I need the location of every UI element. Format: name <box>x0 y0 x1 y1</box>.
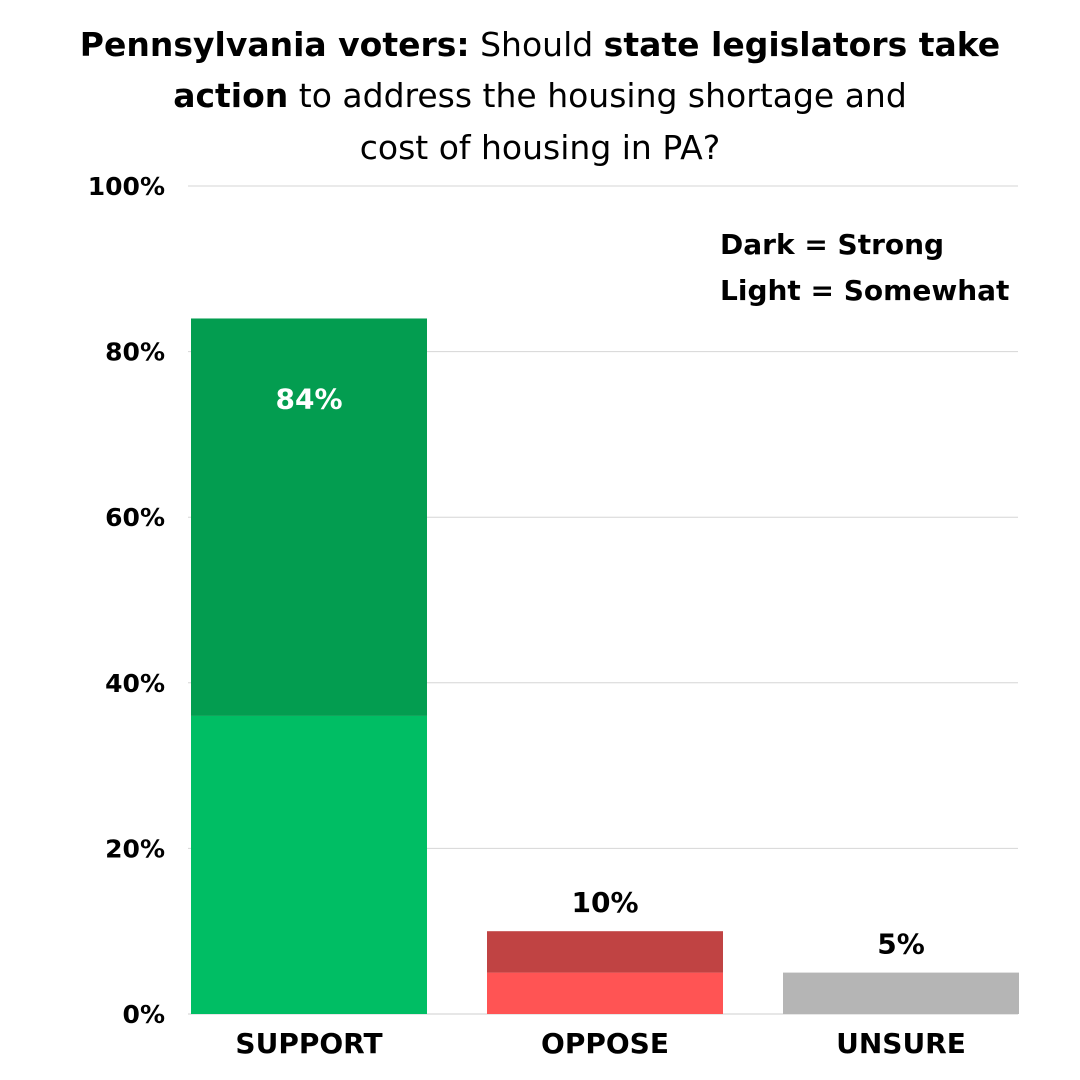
y-tick-label: 100% <box>88 172 165 201</box>
title-regular-2: to address the housing shortage and <box>288 76 906 115</box>
category-label-unsure: UNSURE <box>836 1027 966 1060</box>
data-label-unsure: 5% <box>877 928 925 961</box>
y-tick-label: 40% <box>105 669 165 698</box>
y-tick-label: 0% <box>123 1000 165 1029</box>
chart-title: Pennsylvania voters: Should state legisl… <box>80 25 1000 167</box>
bar-oppose-strong <box>487 931 723 973</box>
legend: Dark = Strong Light = Somewhat <box>720 228 1009 307</box>
category-labels: SUPPORT OPPOSE UNSURE <box>235 1027 965 1060</box>
data-label-oppose: 10% <box>571 886 638 919</box>
bar-support-strong <box>191 318 427 716</box>
bar-support-somewhat <box>191 715 427 1014</box>
y-tick-label: 20% <box>105 834 165 863</box>
data-label-support: 84% <box>275 382 342 415</box>
legend-light-somewhat: Light = Somewhat <box>720 274 1009 307</box>
title-line-2: action to address the housing shortage a… <box>173 76 907 115</box>
legend-dark-strong: Dark = Strong <box>720 228 944 261</box>
title-regular-1: Should <box>470 25 604 64</box>
y-tick-label: 60% <box>105 503 165 532</box>
title-bold-2: state legislators take <box>604 25 1001 64</box>
title-line-3: cost of housing in PA? <box>360 128 720 167</box>
title-bold-3: action <box>173 76 288 115</box>
category-label-support: SUPPORT <box>235 1027 382 1060</box>
category-label-oppose: OPPOSE <box>541 1027 669 1060</box>
data-labels: 84% 10% 5% <box>275 382 924 960</box>
y-axis-tick-labels: 0% 20% 40% 60% 80% 100% <box>88 172 165 1029</box>
title-line-1: Pennsylvania voters: Should state legisl… <box>80 25 1000 64</box>
bar-oppose-somewhat <box>487 972 723 1014</box>
bars <box>191 318 1019 1014</box>
title-bold-1: Pennsylvania voters: <box>80 25 470 64</box>
y-tick-label: 80% <box>105 338 165 367</box>
bar-unsure-somewhat <box>783 972 1019 1014</box>
